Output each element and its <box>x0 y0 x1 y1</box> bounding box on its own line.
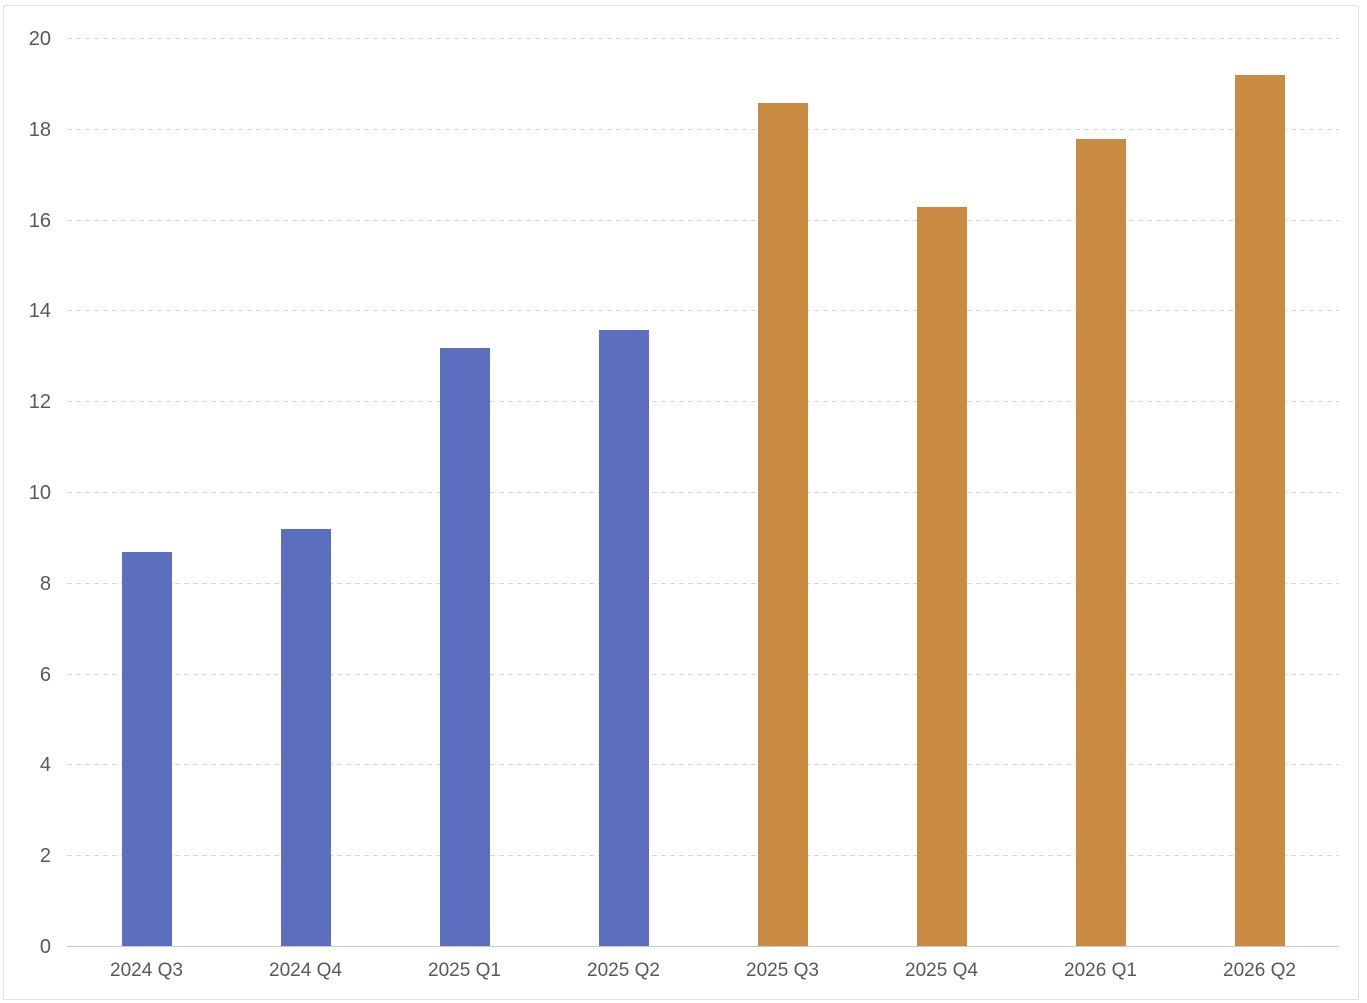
gridline-y-2 <box>67 855 1339 857</box>
x-tick-label: 2025 Q3 <box>746 960 819 981</box>
gridline-y-16 <box>67 219 1339 221</box>
bar-2024-q3[interactable] <box>121 552 172 946</box>
x-tick-label: 2026 Q2 <box>1223 960 1296 981</box>
x-tick-label: 2024 Q4 <box>269 960 342 981</box>
gridline-y-8 <box>67 582 1339 584</box>
y-tick-label: 2 <box>39 845 51 868</box>
chart-frame: 0 2 4 6 8 10 12 14 16 18 20 2024 Q3 2024 Q4 2025 Q1 20… <box>3 5 1359 1000</box>
y-tick-label: 16 <box>28 209 51 232</box>
y-tick-label: 10 <box>28 482 51 504</box>
y-tick-label: 6 <box>39 663 51 686</box>
gridline-y-12 <box>67 401 1339 403</box>
y-tick-label: 12 <box>28 391 51 414</box>
bar-2025-q1[interactable] <box>439 347 490 946</box>
bar-2026-q1[interactable] <box>1075 138 1126 946</box>
x-tick-label: 2025 Q4 <box>905 960 978 981</box>
x-axis-line <box>67 946 1339 947</box>
gridline-y-6 <box>67 673 1339 675</box>
y-tick-label: 4 <box>39 754 51 777</box>
gridline-y-20 <box>67 38 1339 39</box>
gridline-y-18 <box>67 128 1339 130</box>
x-tick-label: 2024 Q3 <box>110 960 183 981</box>
y-tick-label: 8 <box>39 572 51 595</box>
x-tick-label: 2025 Q2 <box>587 960 660 981</box>
bar-2024-q4[interactable] <box>280 529 331 946</box>
gridline-y-14 <box>67 310 1339 312</box>
y-tick-label: 18 <box>28 118 51 141</box>
y-tick-label: 20 <box>28 28 51 50</box>
bar-2025-q2[interactable] <box>598 329 649 946</box>
gridline-y-10 <box>67 492 1339 493</box>
bar-2025-q3[interactable] <box>757 102 808 946</box>
bar-2026-q2[interactable] <box>1234 75 1285 946</box>
x-tick-label: 2026 Q1 <box>1064 960 1137 981</box>
y-tick-label: 0 <box>39 936 51 958</box>
gridline-y-4 <box>67 764 1339 766</box>
y-tick-label: 14 <box>28 300 51 323</box>
plot-area: 0 2 4 6 8 10 12 14 16 18 20 2024 Q3 2024 Q4 2025 Q1 20… <box>29 29 1339 980</box>
x-tick-label: 2025 Q1 <box>428 960 501 981</box>
bar-2025-q4[interactable] <box>916 206 967 946</box>
